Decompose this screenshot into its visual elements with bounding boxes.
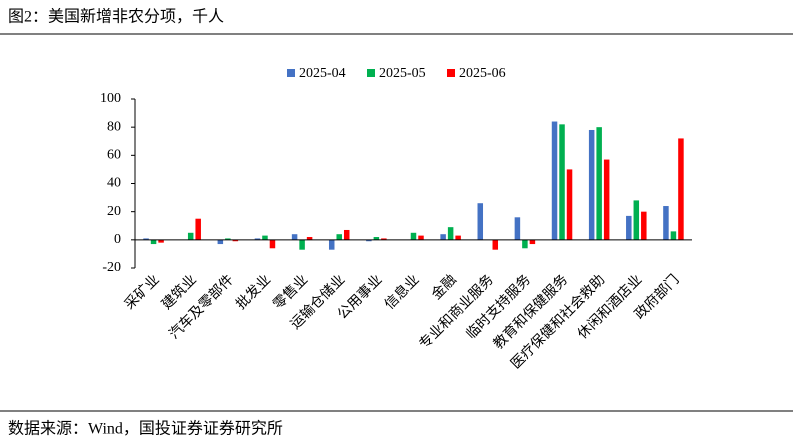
bar xyxy=(492,239,499,250)
x-tick-label: 金融 xyxy=(429,272,460,303)
bar xyxy=(299,239,305,250)
y-tick-label: 40 xyxy=(107,176,121,191)
x-tick-label: 信息业 xyxy=(381,271,423,313)
bar xyxy=(150,239,157,245)
legend-label: 2025-05 xyxy=(379,66,426,81)
legend-swatch xyxy=(447,69,455,77)
bar xyxy=(381,238,387,240)
bar xyxy=(447,227,454,240)
bar xyxy=(143,238,149,240)
bar xyxy=(343,229,350,240)
x-tick-label: 采矿业 xyxy=(122,272,163,313)
bar xyxy=(641,211,647,240)
bar xyxy=(440,234,446,240)
bar xyxy=(455,235,461,240)
bar xyxy=(603,159,610,240)
bar xyxy=(269,239,276,249)
bar xyxy=(678,138,684,240)
legend-swatch xyxy=(367,69,375,77)
source-note: 数据来源：Wind，国投证券证券研究所 xyxy=(8,420,283,438)
x-tick-label: 批发业 xyxy=(233,272,274,313)
bar xyxy=(410,232,417,240)
y-tick-label: 60 xyxy=(107,148,121,163)
bar xyxy=(522,239,528,249)
legend-swatch xyxy=(287,69,295,77)
y-tick-label: 0 xyxy=(114,232,121,247)
bar xyxy=(663,206,669,240)
bar xyxy=(418,235,424,240)
x-tick-label: 汽车及零部件 xyxy=(166,271,237,342)
bar xyxy=(262,235,268,240)
bar xyxy=(232,239,239,242)
bar xyxy=(514,217,521,240)
bar xyxy=(195,218,201,240)
bar xyxy=(670,231,677,240)
bar xyxy=(306,237,313,240)
bar xyxy=(328,239,335,250)
legend-label: 2025-06 xyxy=(459,66,506,81)
x-tick-label: 临时支持服务 xyxy=(463,272,534,343)
x-tick-label: 休闲和酒店业 xyxy=(575,272,646,343)
y-tick-label: 20 xyxy=(107,204,121,219)
bar xyxy=(254,238,261,240)
legend-label: 2025-04 xyxy=(299,66,346,81)
bar xyxy=(566,169,573,240)
y-tick-label: 100 xyxy=(100,91,121,106)
bar xyxy=(158,239,164,243)
bar xyxy=(373,237,380,240)
bar xyxy=(596,127,602,240)
bar xyxy=(626,215,632,240)
y-tick-label: -20 xyxy=(102,260,121,275)
bar xyxy=(559,124,565,240)
bar xyxy=(551,121,558,240)
bar xyxy=(225,238,231,240)
bar xyxy=(291,234,298,240)
bar xyxy=(588,129,595,240)
bar xyxy=(217,239,224,245)
bar xyxy=(187,232,194,240)
bar xyxy=(477,203,484,240)
y-tick-label: 80 xyxy=(107,119,121,134)
bar xyxy=(529,239,536,245)
bar xyxy=(366,239,372,242)
bar xyxy=(336,234,342,240)
bar xyxy=(633,200,640,240)
chart-title: 图2：美国新增非农分项，千人 xyxy=(8,8,224,26)
